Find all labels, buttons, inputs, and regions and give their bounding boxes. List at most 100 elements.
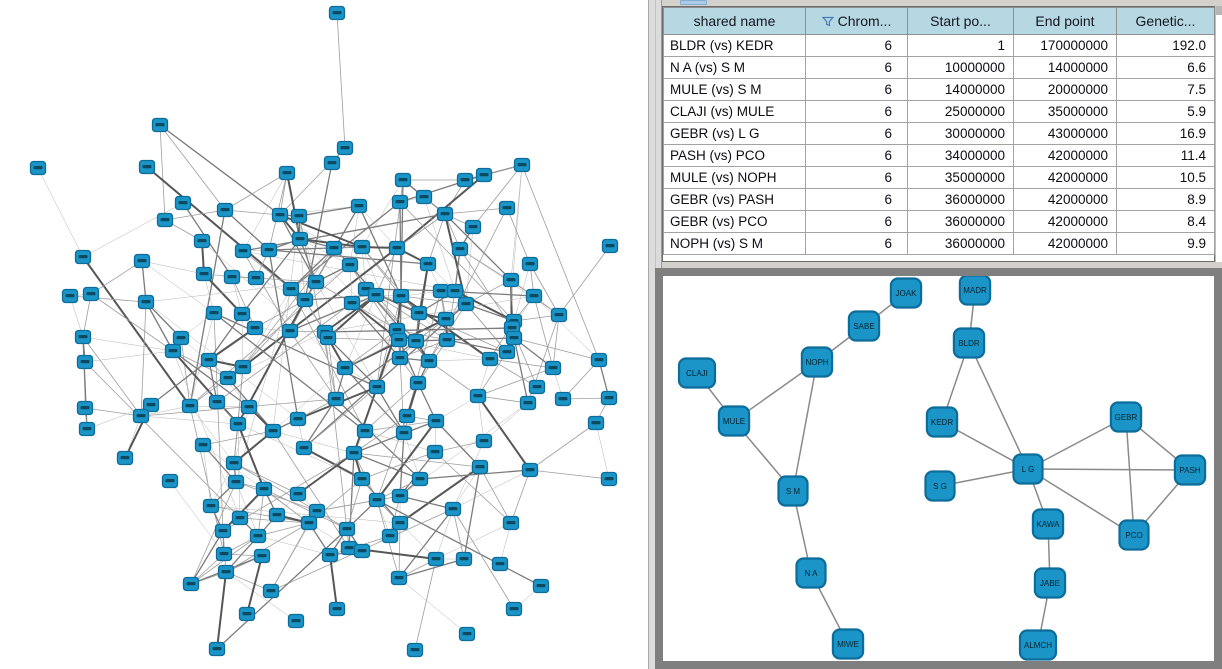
graph-node[interactable] [406,642,424,658]
graph-node[interactable] [550,307,568,323]
cell-chrom[interactable]: 6 [805,122,908,145]
graph-node[interactable] [381,528,399,544]
graph-node[interactable] [502,515,520,531]
cell-chrom[interactable]: 6 [805,210,908,233]
graph-node[interactable] [600,471,618,487]
graph-node[interactable] [328,601,346,617]
cell-start-po[interactable]: 30000000 [907,122,1014,145]
graph-node-gebr[interactable]: GEBR [1109,401,1143,433]
graph-node-mule[interactable]: MULE [717,405,751,437]
cell-genetic[interactable]: 6.6 [1116,56,1215,79]
graph-node[interactable] [436,206,454,222]
graph-node[interactable] [601,238,619,254]
cell-end-point[interactable]: 14000000 [1013,56,1117,79]
column-header-chrom[interactable]: Chrom... [805,7,908,35]
graph-node[interactable] [217,564,235,580]
graph-node[interactable] [521,256,539,272]
cell-shared-name[interactable]: CLAJI (vs) MULE [663,100,806,123]
cell-shared-name[interactable]: GEBR (vs) PCO [663,210,806,233]
graph-node[interactable] [398,408,416,424]
cell-end-point[interactable]: 20000000 [1013,78,1117,101]
table-row[interactable]: GEBR (vs) PASH 6 36000000 42000000 8.9 [663,188,1215,211]
graph-node[interactable] [202,498,220,514]
graph-node[interactable] [407,333,425,349]
table-row[interactable]: N A (vs) S M 6 10000000 14000000 6.6 [663,56,1215,79]
cell-end-point[interactable]: 170000000 [1013,34,1117,57]
graph-node[interactable] [161,473,179,489]
table-horizontal-scrollbar[interactable] [662,0,1222,6]
graph-node[interactable] [419,256,437,272]
cell-end-point[interactable]: 42000000 [1013,144,1117,167]
graph-node[interactable] [138,159,156,175]
graph-node[interactable] [194,437,212,453]
graph-node[interactable] [321,547,339,563]
graph-node[interactable] [600,390,618,406]
graph-node[interactable] [308,503,326,519]
graph-node-miwe[interactable]: MIWE [831,628,865,660]
graph-node[interactable] [246,320,264,336]
graph-node-almch[interactable]: ALMCH [1018,629,1058,661]
graph-node[interactable] [253,548,271,564]
graph-node[interactable] [498,344,516,360]
graph-node[interactable] [451,241,469,257]
graph-node[interactable] [458,626,476,642]
graph-node[interactable] [446,283,464,299]
graph-node[interactable] [415,189,433,205]
graph-node[interactable] [327,391,345,407]
graph-node[interactable] [249,528,267,544]
graph-node[interactable] [325,240,343,256]
graph-node[interactable] [142,397,160,413]
cell-genetic[interactable]: 16.9 [1116,122,1215,145]
graph-node[interactable] [336,140,354,156]
graph-node[interactable] [200,352,218,368]
graph-node[interactable] [264,423,282,439]
graph-node[interactable] [390,570,408,586]
graph-node[interactable] [82,286,100,302]
graph-node[interactable] [411,471,429,487]
cell-shared-name[interactable]: BLDR (vs) KEDR [663,34,806,57]
graph-node[interactable] [390,332,408,348]
graph-node[interactable] [238,606,256,622]
graph-node[interactable] [367,287,385,303]
graph-node-s-m[interactable]: S M [777,475,809,507]
graph-node[interactable] [498,200,516,216]
graph-node[interactable] [336,360,354,376]
graph-node[interactable] [214,523,232,539]
graph-node[interactable] [587,415,605,431]
graph-node-kedr[interactable]: KEDR [925,406,959,438]
graph-node[interactable] [247,270,265,286]
cell-shared-name[interactable]: MULE (vs) NOPH [663,166,806,189]
table-row[interactable]: MULE (vs) NOPH 6 35000000 42000000 10.5 [663,166,1215,189]
cell-genetic[interactable]: 10.5 [1116,166,1215,189]
cell-chrom[interactable]: 6 [805,100,908,123]
graph-node[interactable] [368,379,386,395]
table-row[interactable]: CLAJI (vs) MULE 6 25000000 35000000 5.9 [663,100,1215,123]
graph-node[interactable] [74,329,92,345]
graph-node[interactable] [132,408,150,424]
graph-node-jabe[interactable]: JABE [1033,567,1067,599]
cell-shared-name[interactable]: PASH (vs) PCO [663,144,806,167]
graph-node[interactable] [231,510,249,526]
graph-node[interactable] [505,601,523,617]
cell-chrom[interactable]: 6 [805,232,908,255]
cell-chrom[interactable]: 6 [805,34,908,57]
graph-node-n-a[interactable]: N A [795,557,827,589]
graph-node[interactable] [391,515,409,531]
cell-shared-name[interactable]: GEBR (vs) L G [663,122,806,145]
graph-node-kawa[interactable]: KAWA [1031,508,1065,540]
graph-node[interactable] [437,311,455,327]
graph-node-claji[interactable]: CLAJI [677,357,717,389]
cell-start-po[interactable]: 25000000 [907,100,1014,123]
cell-chrom[interactable]: 6 [805,166,908,189]
graph-node[interactable] [278,165,296,181]
graph-node[interactable] [420,353,438,369]
graph-node[interactable] [471,459,489,475]
graph-node[interactable] [193,233,211,249]
graph-node[interactable] [544,360,562,376]
graph-node[interactable] [427,413,445,429]
graph-node[interactable] [392,288,410,304]
column-header-end-point[interactable]: End point [1013,7,1117,35]
graph-node[interactable] [455,551,473,567]
graph-node[interactable] [290,208,308,224]
graph-node[interactable] [182,576,200,592]
